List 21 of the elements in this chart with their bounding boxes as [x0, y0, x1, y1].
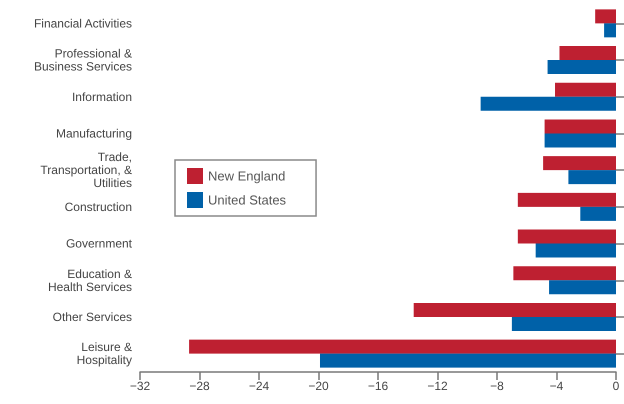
y-tick-label: Education & Health Services: [48, 266, 132, 294]
x-tick-label: −12: [427, 379, 448, 393]
y-tick-label: Information: [72, 90, 132, 104]
y-tick-label: Professional & Business Services: [34, 46, 132, 74]
y-tick-label: Leisure & Hospitality: [76, 340, 132, 368]
x-tick-label: −28: [189, 379, 210, 393]
legend-label: New England: [208, 168, 286, 184]
y-tick-label: Construction: [64, 200, 132, 214]
y-tick-label: Other Services: [52, 310, 132, 324]
x-tick-label: 0: [612, 379, 620, 393]
x-tick-label: −20: [308, 379, 329, 393]
x-tick-label: −4: [550, 379, 564, 393]
legend-label: United States: [208, 192, 287, 208]
y-tick-label: Manufacturing: [56, 126, 132, 140]
y-tick-label: Government: [66, 236, 133, 251]
x-tick-label: −24: [248, 379, 270, 393]
x-tick-label: −32: [130, 379, 150, 393]
y-tick-label: Financial Activities: [34, 16, 132, 30]
y-tick-label: Trade, Transportation, & Utilities: [40, 150, 132, 190]
x-tick-label: −16: [368, 379, 388, 393]
x-tick-label: −8: [490, 379, 504, 393]
